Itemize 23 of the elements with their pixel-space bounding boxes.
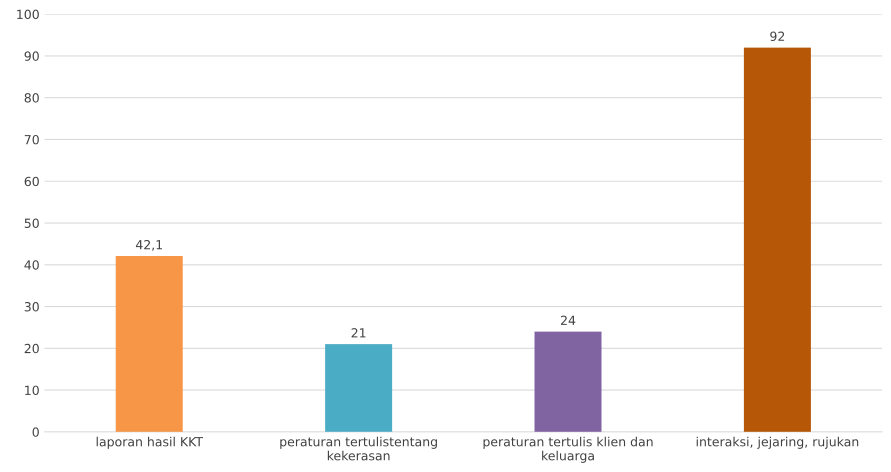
y-tick-label: 40 xyxy=(24,260,39,270)
data-label: 24 xyxy=(560,316,576,325)
y-tick-label: 80 xyxy=(24,93,39,103)
x-tick-label: peraturan tertulistentang kekerasan xyxy=(280,436,437,460)
bar xyxy=(325,344,392,432)
x-tick-label: interaksi, jejaring, rujukan xyxy=(696,436,858,449)
y-tick-label: 50 xyxy=(24,218,39,228)
x-tick-label: peraturan tertulis klien dan keluarga xyxy=(484,436,653,463)
data-label: 42,1 xyxy=(136,240,162,251)
bar xyxy=(744,48,811,432)
y-tick-label: 10 xyxy=(25,386,39,396)
y-tick-label: 20 xyxy=(24,344,39,354)
data-label: 21 xyxy=(352,328,366,338)
y-tick-label: 60 xyxy=(24,176,39,186)
x-tick-label: laporan hasil KKT xyxy=(96,436,204,449)
y-tick-label: 0 xyxy=(32,427,39,437)
y-tick-label: 30 xyxy=(24,302,39,312)
y-tick-label: 70 xyxy=(24,134,39,144)
y-tick-label: 100 xyxy=(17,10,39,20)
y-tick-label: 90 xyxy=(24,51,39,61)
bar xyxy=(534,332,602,432)
data-label: 92 xyxy=(770,32,784,41)
bar xyxy=(116,256,183,432)
